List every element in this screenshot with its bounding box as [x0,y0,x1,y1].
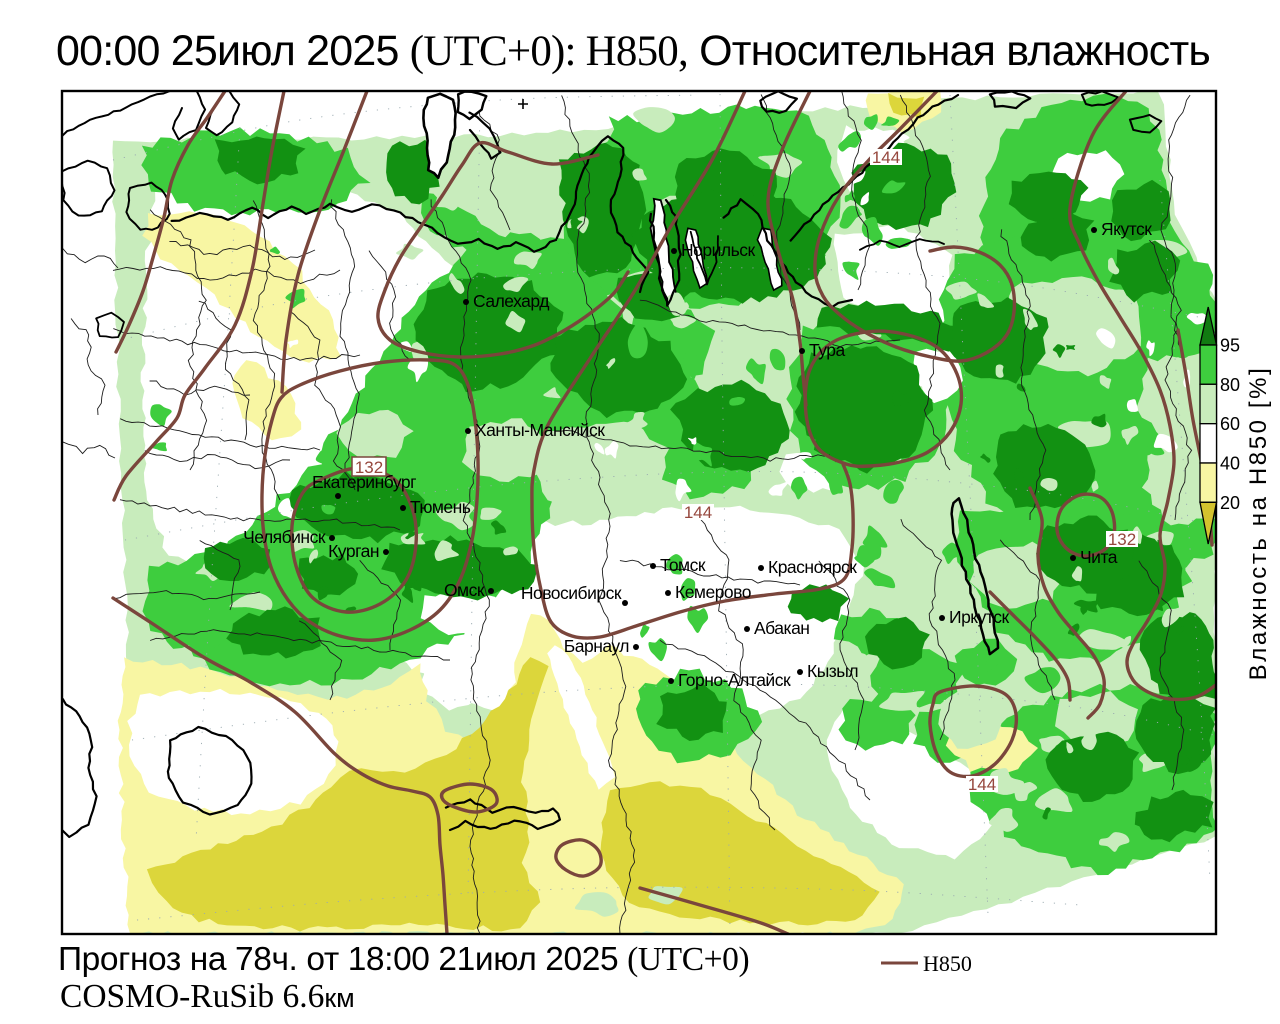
svg-text:132: 132 [1108,530,1136,549]
svg-text:144: 144 [872,148,900,167]
svg-text:144: 144 [968,775,996,794]
svg-text:Прогноз на 78ч. от 18:00 21июл: Прогноз на 78ч. от 18:00 21июл 2025 (UTC… [58,941,749,978]
svg-text:132: 132 [355,458,383,477]
svg-text:Барнаул: Барнаул [564,636,629,656]
svg-text:Салехард: Салехард [473,291,549,311]
svg-text:Курган: Курган [328,541,379,561]
svg-text:Горно-Алтайск: Горно-Алтайск [678,670,791,690]
svg-text:H850: H850 [923,951,972,976]
svg-text:Новосибирск: Новосибирск [521,583,622,603]
svg-text:Екатеринбург: Екатеринбург [312,472,416,492]
svg-text:Якутск: Якутск [1101,219,1152,239]
svg-text:Красноярск: Красноярск [768,557,857,577]
svg-text:95: 95 [1220,336,1240,356]
svg-text:Иркутск: Иркутск [949,607,1009,627]
svg-text:60: 60 [1220,414,1240,434]
svg-text:Абакан: Абакан [754,618,809,638]
svg-text:20: 20 [1220,493,1240,513]
svg-text:Кызыл: Кызыл [807,661,858,681]
svg-text:00:00 25июл 2025 (UTC+0): H850: 00:00 25июл 2025 (UTC+0): H850, Относите… [56,27,1210,75]
svg-text:Челябинск: Челябинск [243,527,326,547]
svg-text:144: 144 [684,503,712,522]
svg-text:Томск: Томск [660,555,706,575]
svg-text:80: 80 [1220,375,1240,395]
svg-text:Тюмень: Тюмень [410,497,471,517]
svg-text:Влажность на H850 [%]: Влажность на H850 [%] [1245,366,1272,681]
svg-text:Норильск: Норильск [681,240,755,260]
svg-text:Омск: Омск [444,580,485,600]
svg-text:Тура: Тура [809,340,845,360]
svg-text:COSMO-RuSib 6.6км: COSMO-RuSib 6.6км [60,978,355,1015]
svg-text:Кемерово: Кемерово [675,582,751,602]
svg-text:Ханты-Мансийск: Ханты-Мансийск [475,420,605,440]
svg-text:Чита: Чита [1080,547,1118,567]
svg-text:40: 40 [1220,454,1240,474]
